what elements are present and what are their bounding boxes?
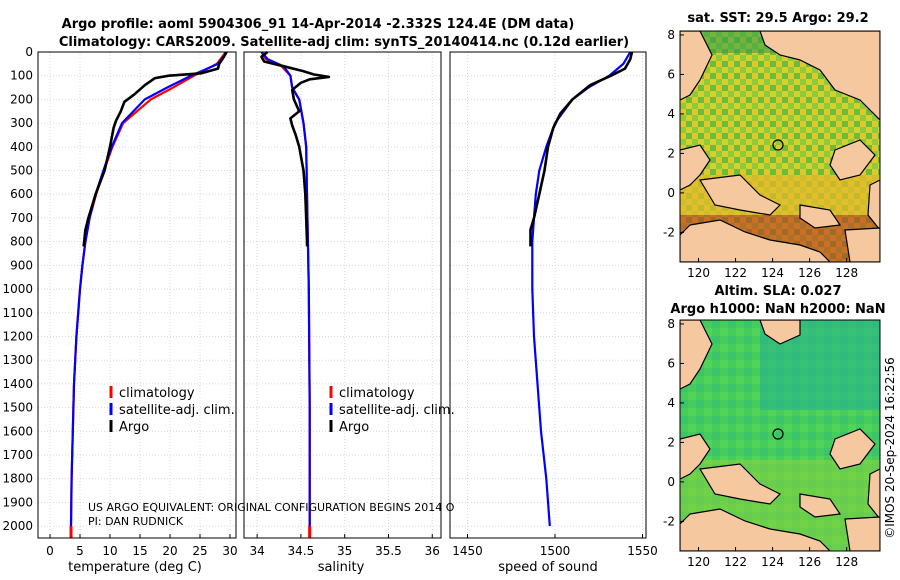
series-line-argo [82, 51, 228, 247]
x-tick-label: 1550 [627, 544, 658, 558]
sst-land [680, 31, 880, 262]
x-tick-label: 122 [724, 266, 747, 280]
plot-area [38, 52, 236, 538]
y-tick-label: 300 [10, 116, 33, 130]
x-tick-label: 34 [249, 544, 264, 558]
y-tick-label: 0 [25, 45, 33, 59]
plot-area [450, 52, 646, 538]
copyright: ©IMOS 20-Sep-2024 16:22:56 [883, 357, 897, 539]
plot-area [244, 52, 441, 538]
y-tick-label: 400 [10, 140, 33, 154]
y-tick-label: 1100 [2, 306, 33, 320]
figure-title-line2: Climatology: CARS2009. Satellite-adj cli… [59, 35, 629, 50]
x-tick-label: 5 [76, 544, 84, 558]
x-tick-label: 126 [798, 555, 821, 569]
x-tick-label: 128 [835, 266, 858, 280]
y-tick-label: -2 [663, 514, 675, 528]
sound-speed-panel: 1450 1500 1550 [449, 51, 658, 558]
x-tick-label: 35 [337, 544, 352, 558]
y-tick-label: 6 [667, 67, 675, 81]
sst-map-axes: 120 122 124 126 128 -2 0 2 4 6 8 [663, 28, 858, 280]
y-tick-label: 2 [667, 146, 675, 160]
float-note-line2: PI: DAN RUDNICK [88, 515, 184, 528]
sla-map-axes: 120 122 124 126 128 -2 0 2 4 6 8 [663, 317, 858, 569]
x-tick-label: 35.5 [375, 544, 402, 558]
y-tick-label: 100 [10, 69, 33, 83]
y-tick-label: 2 [667, 435, 675, 449]
x-tick-label: 122 [724, 555, 747, 569]
y-tick-label: 600 [10, 187, 33, 201]
y-tick-label: 1700 [2, 448, 33, 462]
sla-map-title-line2: Argo h1000: NaN h2000: NaN [670, 302, 885, 317]
legend-climatology-label: climatology [339, 386, 415, 401]
salinity-legend: climatology satellite-adj. clim. Argo [329, 386, 455, 435]
sound-speed-axis-label: speed of sound [498, 560, 598, 575]
temperature-axis-label: temperature (deg C) [68, 560, 202, 575]
y-tick-label: 1400 [2, 377, 33, 391]
y-tick-label: 4 [667, 396, 675, 410]
x-tick-label: 120 [687, 266, 710, 280]
x-tick-label: 0 [46, 544, 54, 558]
y-tick-label: 1000 [2, 282, 33, 296]
x-tick-label: 36 [425, 544, 440, 558]
y-tick-label: 1500 [2, 401, 33, 415]
sst-map: sat. SST: 29.5 Argo: 29.2 120 122 124 126 12… [663, 11, 881, 280]
y-tick-label: 8 [667, 28, 675, 42]
y-tick-label: 800 [10, 235, 33, 249]
plot-frame [449, 51, 647, 539]
sst-map-title: sat. SST: 29.5 Argo: 29.2 [687, 11, 868, 26]
temperature-panel: 0100200300400500600700800900100011001200… [2, 45, 237, 558]
legend-argo-label: Argo [119, 420, 149, 435]
legend-climatology-label: climatology [119, 386, 195, 401]
legend-argo-label: Argo [339, 420, 369, 435]
sla-map-title-line1: Altim. SLA: 0.027 [715, 284, 842, 299]
legend-satellite-label: satellite-adj. clim. [119, 403, 235, 418]
y-tick-label: 1800 [2, 472, 33, 486]
x-tick-label: 126 [798, 266, 821, 280]
y-tick-label: 700 [10, 211, 33, 225]
plot-frame [243, 51, 442, 539]
series-line-argo [260, 50, 331, 247]
legend-satellite-label: satellite-adj. clim. [339, 403, 455, 418]
temperature-legend: climatology satellite-adj. clim. Argo [109, 386, 235, 435]
y-tick-label: 1600 [2, 424, 33, 438]
sla-map: Altim. SLA: 0.027 Argo h1000: NaN h2000:… [663, 284, 886, 569]
x-tick-label: 1450 [452, 544, 483, 558]
y-tick-label: 2000 [2, 519, 33, 533]
sst-profile-marker [772, 139, 784, 151]
figure-title-line1: Argo profile: aoml 5904306_91 14-Apr-201… [62, 17, 575, 32]
x-tick-label: 1500 [540, 544, 571, 558]
y-tick-label: 200 [10, 92, 33, 106]
series-line-argo [529, 51, 634, 247]
y-tick-label: 6 [667, 356, 675, 370]
x-tick-label: 25 [192, 544, 207, 558]
x-tick-label: 120 [687, 555, 710, 569]
y-tick-label: -2 [663, 225, 675, 239]
salinity-panel: 34 34.5 35 35.5 36 [243, 50, 442, 558]
float-note-line1: US ARGO EQUIVALENT: ORIGINAL CONFIGURATI… [88, 501, 455, 514]
x-tick-label: 34.5 [288, 544, 315, 558]
y-tick-label: 1900 [2, 495, 33, 509]
plot-frame [37, 51, 237, 539]
x-tick-label: 124 [761, 555, 784, 569]
y-tick-label: 0 [667, 475, 675, 489]
x-tick-label: 15 [132, 544, 147, 558]
sla-profile-marker [772, 428, 784, 440]
x-tick-label: 124 [761, 266, 784, 280]
x-tick-label: 20 [162, 544, 177, 558]
y-tick-label: 0 [667, 186, 675, 200]
y-tick-label: 500 [10, 164, 33, 178]
salinity-axis-label: salinity [318, 560, 365, 575]
x-tick-label: 128 [835, 555, 858, 569]
y-tick-label: 4 [667, 107, 675, 121]
sla-land [680, 320, 880, 551]
x-tick-label: 30 [222, 544, 237, 558]
y-tick-label: 1300 [2, 353, 33, 367]
x-tick-label: 10 [102, 544, 117, 558]
y-tick-label: 900 [10, 258, 33, 272]
y-tick-label: 8 [667, 317, 675, 331]
y-tick-label: 1200 [2, 329, 33, 343]
